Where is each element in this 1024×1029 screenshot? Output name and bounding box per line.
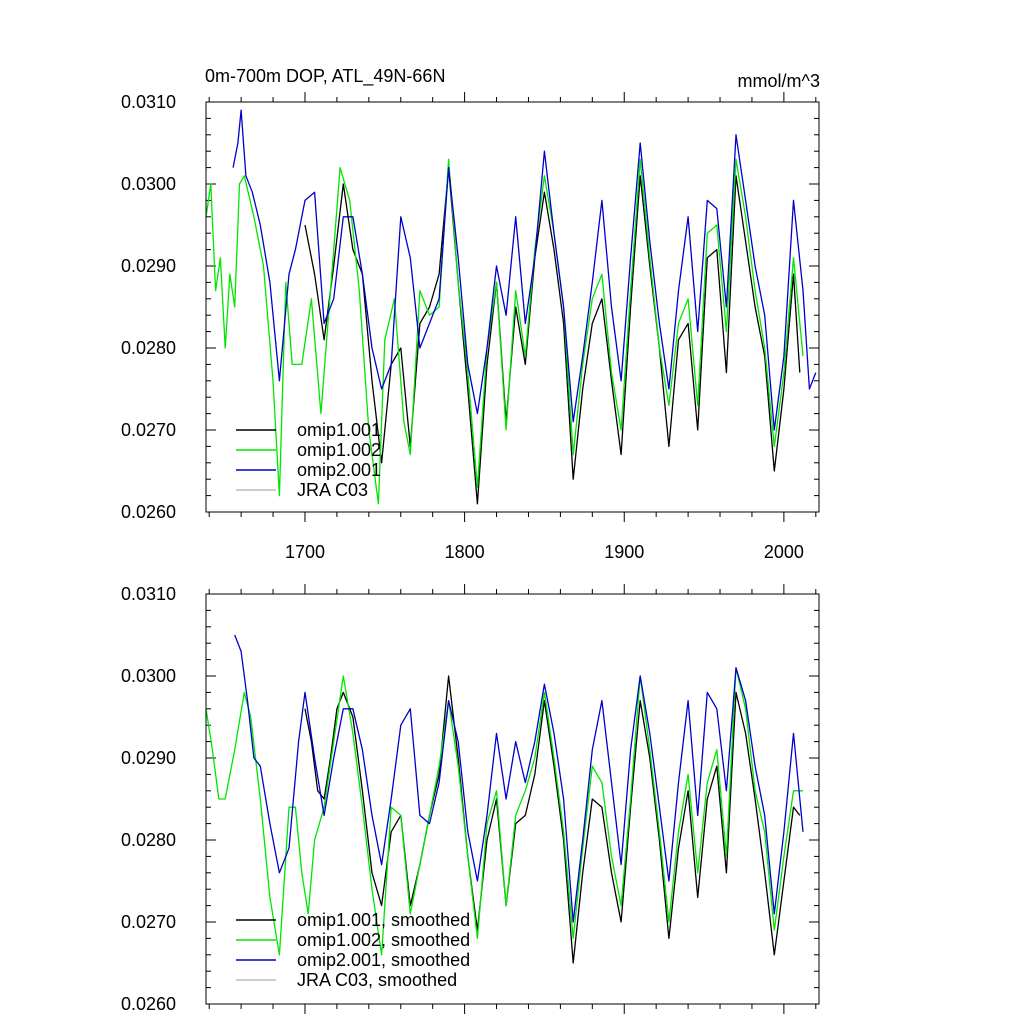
top-panel: 0m-700m DOP, ATL_49N-66N mmol/m^3 0.0260… <box>121 66 820 562</box>
y-tick-label: 0.0300 <box>121 174 176 194</box>
series-line-omip2-001-smoothed <box>234 634 804 923</box>
series-line-omip1-001 <box>304 166 801 505</box>
bottom-series-layer <box>205 634 804 964</box>
y-tick-label: 0.0270 <box>121 420 176 440</box>
y-tick-label: 0.0260 <box>121 994 176 1014</box>
bottom-plot-frame <box>205 593 820 1005</box>
top-plot-frame <box>205 101 820 513</box>
legend-label: omip2.001 <box>297 460 381 480</box>
series-line-omip2-001 <box>232 109 817 431</box>
legend-label: omip2.001, smoothed <box>297 950 470 970</box>
y-tick-label: 0.0260 <box>121 502 176 522</box>
legend-label: JRA C03 <box>297 480 368 500</box>
legend-label: omip1.002, smoothed <box>297 930 470 950</box>
series-line-omip1-002 <box>205 158 804 505</box>
y-tick-label: 0.0300 <box>121 666 176 686</box>
y-tick-label: 0.0280 <box>121 830 176 850</box>
top-axis-ticks: 0.0260 0.0270 0.0280 0.0290 0.0300 0.0310 1700… <box>121 92 819 562</box>
x-tick-label: 2000 <box>764 542 804 562</box>
series-line-omip1-001-smoothed <box>304 675 801 964</box>
y-tick-label: 0.0280 <box>121 338 176 358</box>
y-tick-label: 0.0310 <box>121 584 176 604</box>
legend-label: omip1.001 <box>297 420 381 440</box>
x-tick-label: 1700 <box>285 542 325 562</box>
x-tick-label: 1900 <box>604 542 644 562</box>
y-tick-label: 0.0310 <box>121 92 176 112</box>
bottom-axis-ticks: 0.0260 0.0270 0.0280 0.0290 0.0300 0.0310 <box>121 584 819 1014</box>
legend-label: JRA C03, smoothed <box>297 970 457 990</box>
legend-label: omip1.001, smoothed <box>297 910 470 930</box>
y-tick-label: 0.0270 <box>121 912 176 932</box>
top-series-layer <box>205 109 817 505</box>
y-tick-label: 0.0290 <box>121 256 176 276</box>
chart-title: 0m-700m DOP, ATL_49N-66N <box>205 66 445 87</box>
x-tick-label: 1800 <box>445 542 485 562</box>
series-line-omip1-002-smoothed <box>205 667 803 956</box>
bottom-panel: 0.0260 0.0270 0.0280 0.0290 0.0300 0.0310 omi… <box>121 584 820 1014</box>
legend-label: omip1.002 <box>297 440 381 460</box>
y-tick-label: 0.0290 <box>121 748 176 768</box>
units-label: mmol/m^3 <box>738 71 820 91</box>
